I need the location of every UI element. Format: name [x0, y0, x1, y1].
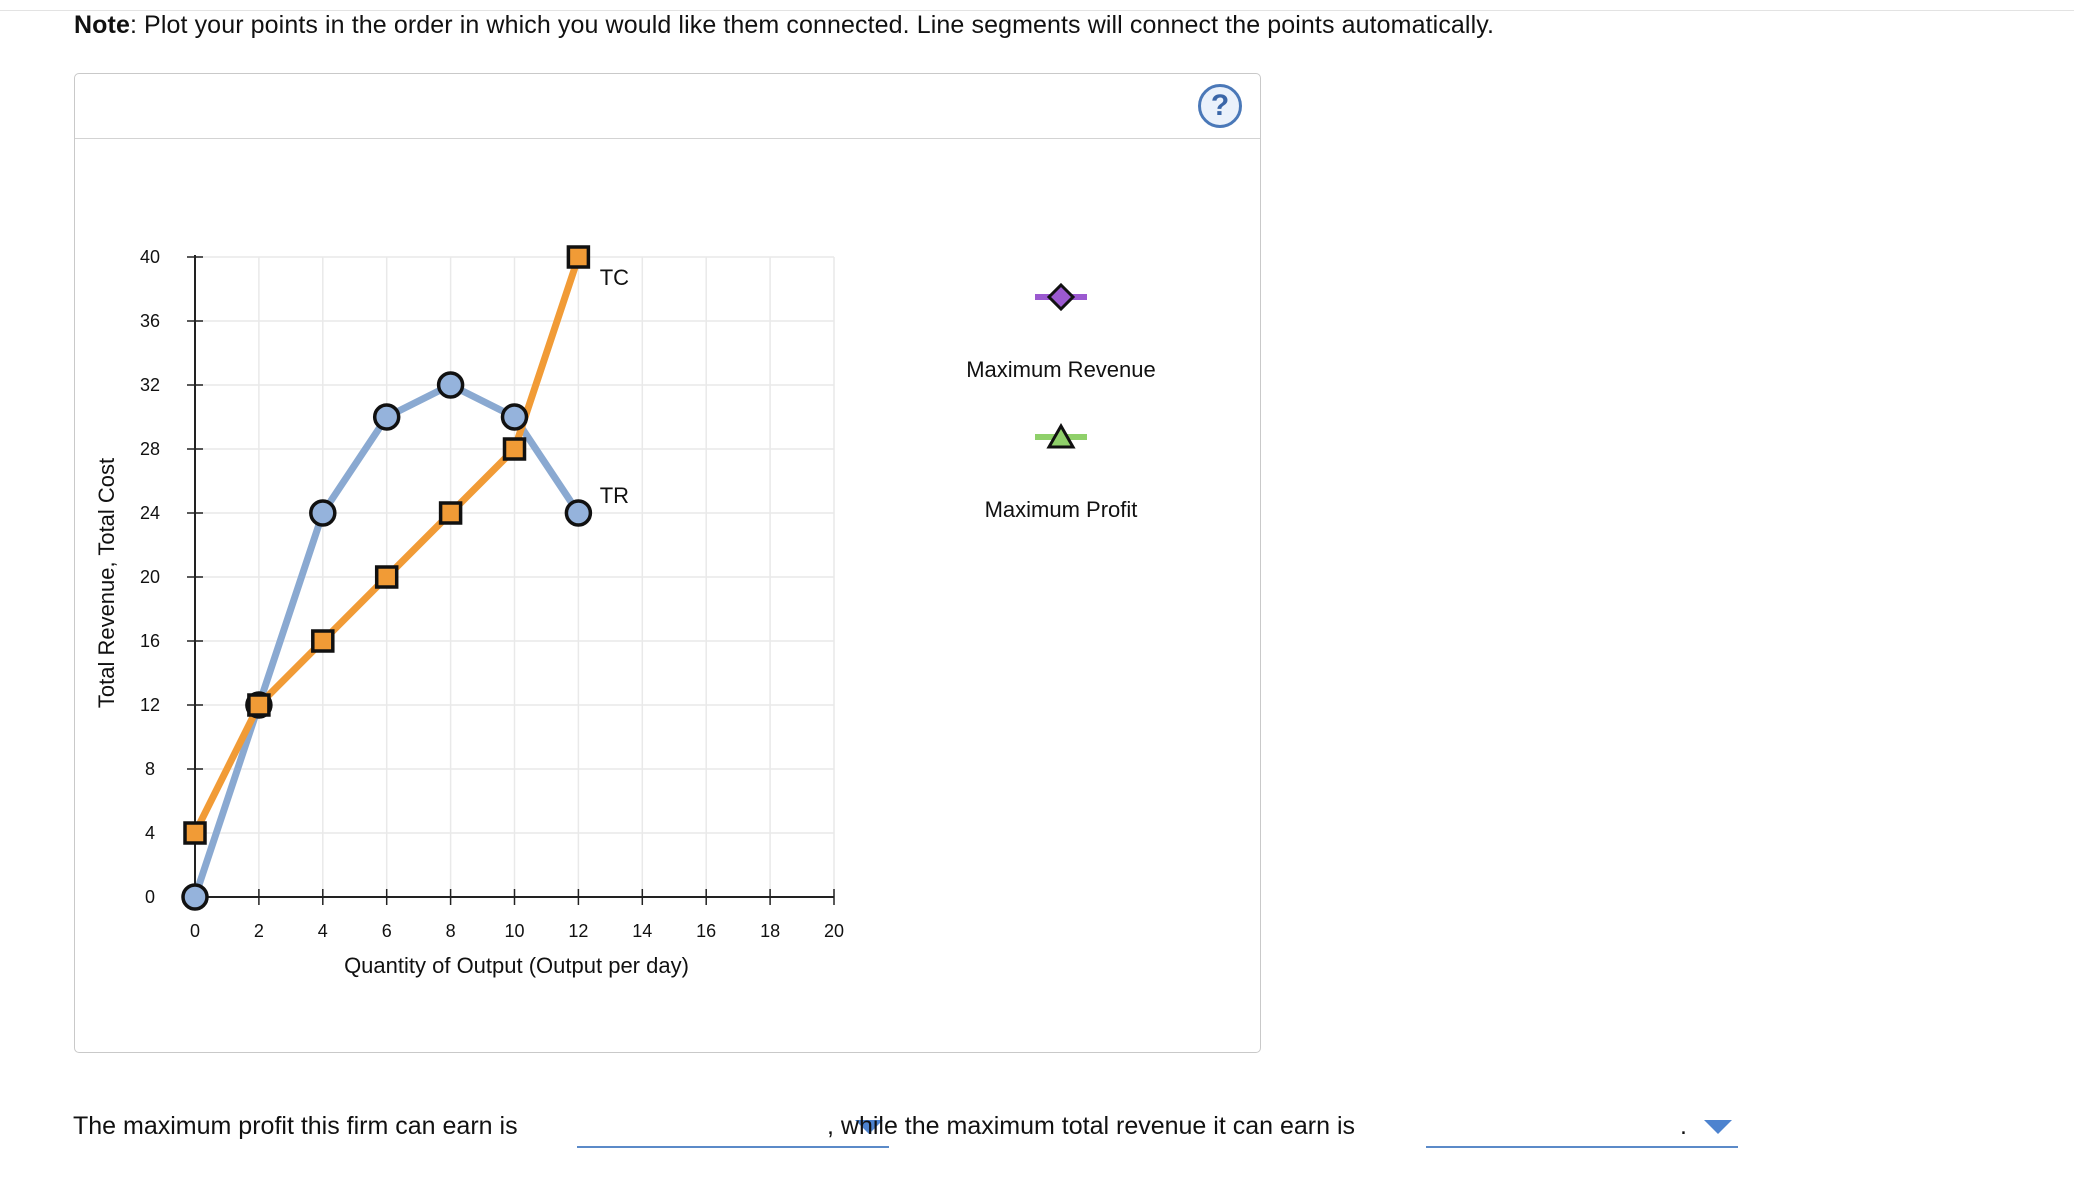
panel-header: ? [75, 74, 1260, 139]
y-tick-label: 12 [140, 695, 160, 715]
y-tick-label: 16 [140, 631, 160, 651]
y-tick-label: 0 [145, 887, 155, 907]
y-axis-title: Total Revenue, Total Cost [94, 458, 119, 708]
legend-item-triangle[interactable]: Maximum Profit [985, 422, 1138, 522]
tc-label: TC [600, 265, 629, 290]
x-tick-label: 2 [254, 921, 264, 941]
triangle-icon [1046, 422, 1076, 449]
x-tick-label: 12 [568, 921, 588, 941]
legend-item-diamond[interactable]: Maximum Revenue [966, 282, 1156, 382]
max-revenue-dropdown[interactable] [1426, 1108, 1738, 1148]
note-label: Note [74, 11, 130, 39]
answer-text-1: The maximum profit this firm can earn is [73, 1112, 518, 1140]
answer-text-2: , while the maximum total revenue it can… [827, 1112, 1356, 1140]
tc-point[interactable] [502, 437, 527, 461]
answer-text-3: . [1680, 1112, 1687, 1140]
legend[interactable]: Maximum Revenue Maximum Profit [966, 282, 1156, 522]
tr-point[interactable] [564, 499, 593, 527]
grid [195, 256, 835, 897]
tc-point[interactable] [438, 501, 463, 525]
x-tick-label: 6 [382, 921, 392, 941]
x-tick-label: 14 [632, 921, 652, 941]
top-rule [0, 0, 2074, 11]
tr-point[interactable] [372, 403, 401, 431]
y-tick-label: 4 [145, 823, 155, 843]
x-tick-label: 4 [318, 921, 328, 941]
tc-point[interactable] [311, 629, 335, 653]
diamond-icon [1046, 282, 1076, 312]
graph-canvas[interactable]: 0 2 4 6 8 10 12 14 16 18 200481216202428323640Quan… [0, 0, 2074, 1060]
chevron-down-icon [1704, 1120, 1732, 1134]
legend-label: Maximum Profit [985, 497, 1138, 522]
series[interactable] [181, 245, 593, 911]
x-tick-label: 20 [824, 921, 844, 941]
max-profit-dropdown[interactable] [577, 1108, 889, 1148]
x-tick-label: 16 [696, 921, 716, 941]
y-tick-label: 40 [140, 247, 160, 267]
y-tick-label: 24 [140, 503, 160, 523]
tc-point[interactable] [374, 565, 399, 589]
y-tick-label: 36 [140, 311, 160, 331]
axes [187, 255, 835, 905]
y-tick-label: 32 [140, 375, 160, 395]
chevron-down-icon [855, 1120, 883, 1134]
tr-point[interactable] [436, 371, 465, 399]
graph-panel: ? [74, 73, 1261, 1053]
tr-label: TR [600, 483, 629, 508]
y-tick-label: 20 [140, 567, 160, 587]
answer-sentence: The maximum profit this firm can earn is… [73, 1108, 2063, 1152]
tc-point[interactable] [247, 693, 271, 717]
tr-point[interactable] [181, 883, 209, 911]
instruction-note: Note: Plot your points in the order in w… [74, 10, 1494, 40]
tr-point[interactable] [309, 499, 337, 527]
y-tick-label: 28 [140, 439, 160, 459]
x-tick-label: 10 [504, 921, 524, 941]
help-icon[interactable]: ? [1198, 84, 1242, 128]
y-tick-label: 8 [145, 759, 155, 779]
x-axis-title: Quantity of Output (Output per day) [344, 953, 689, 978]
labels: 0 2 4 6 8 10 12 14 16 18 200481216202428323640Quan… [94, 247, 844, 978]
x-tick-label: 0 [190, 921, 200, 941]
note-text: : Plot your points in the order in which… [129, 11, 1495, 39]
tr-point[interactable] [500, 403, 529, 431]
tc-point[interactable] [566, 245, 591, 269]
x-tick-label: 18 [760, 921, 780, 941]
legend-label: Maximum Revenue [966, 357, 1156, 382]
tc-point[interactable] [183, 821, 207, 845]
x-tick-label: 8 [446, 921, 456, 941]
